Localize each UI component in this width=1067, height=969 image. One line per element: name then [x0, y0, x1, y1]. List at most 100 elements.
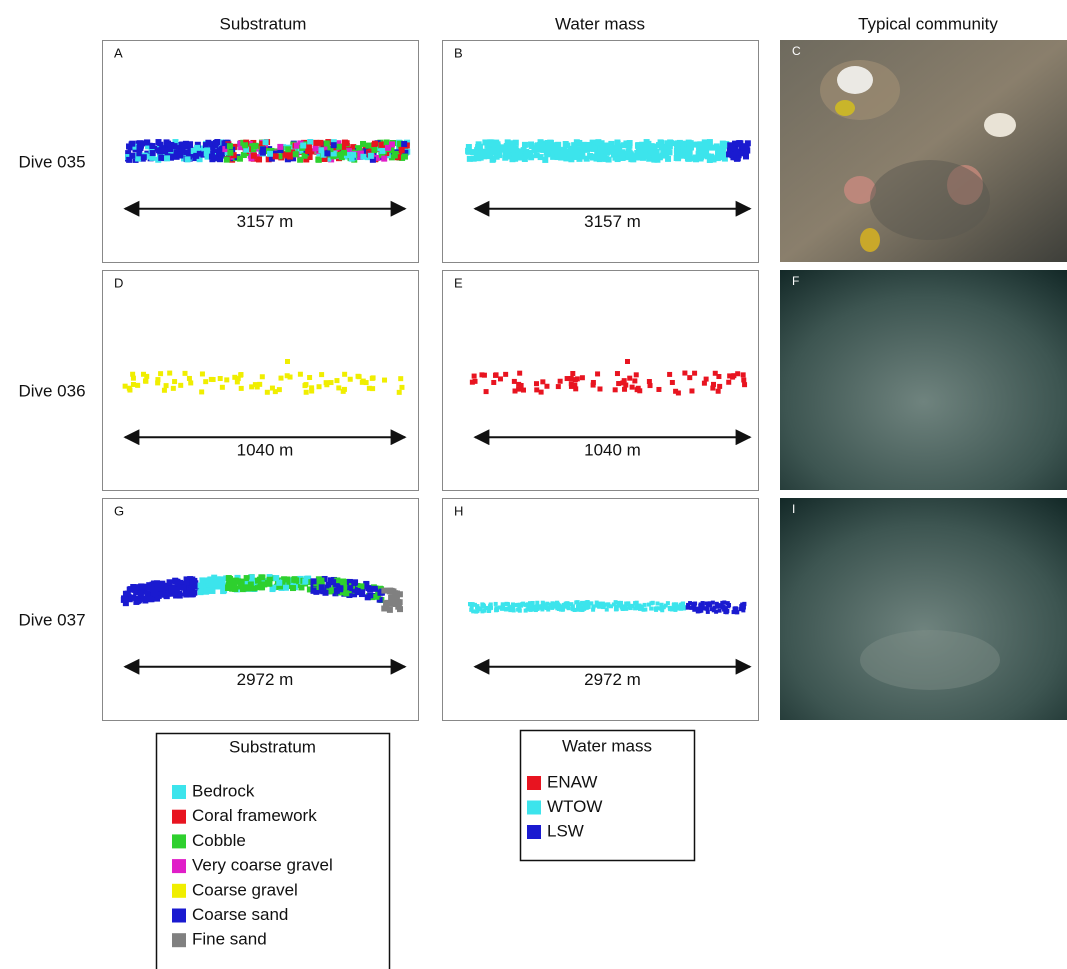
sample-point: [550, 606, 554, 610]
sample-point: [307, 375, 312, 380]
sample-point: [284, 153, 290, 159]
sample-point: [144, 139, 150, 145]
sample-point: [667, 372, 672, 377]
sample-point: [718, 146, 724, 152]
sample-point: [622, 378, 627, 383]
sample-point: [540, 607, 544, 611]
sample-point: [368, 153, 374, 159]
sample-point: [644, 154, 650, 160]
sample-point: [690, 606, 694, 610]
legend-swatch: [172, 859, 186, 873]
sample-point: [591, 604, 595, 608]
sample-point: [336, 385, 341, 390]
sample-point: [312, 145, 318, 151]
sample-point: [313, 140, 319, 146]
distance-label: 2972 m: [584, 670, 641, 689]
legend-label: Coral framework: [192, 806, 317, 825]
sample-point: [162, 148, 168, 154]
sample-point: [686, 152, 692, 158]
sample-point: [147, 596, 153, 602]
sample-point: [632, 378, 637, 383]
sample-point: [288, 375, 293, 380]
sample-point: [677, 604, 681, 608]
sample-point: [624, 601, 628, 605]
sample-point: [319, 372, 324, 377]
sample-point: [235, 379, 240, 384]
column-header: Typical community: [858, 14, 998, 33]
sample-point: [650, 149, 656, 155]
panel-letter: G: [114, 503, 124, 518]
sample-point: [573, 150, 579, 156]
sample-point: [703, 606, 707, 610]
sample-point: [270, 386, 275, 391]
sample-point: [371, 147, 377, 153]
sample-point: [603, 150, 609, 156]
sample-point: [276, 580, 282, 586]
sample-point: [615, 371, 620, 376]
sample-point: [580, 375, 585, 380]
sample-point: [680, 604, 684, 608]
sample-point: [706, 603, 710, 607]
column-header: Water mass: [555, 14, 645, 33]
sample-point: [122, 596, 128, 602]
sample-point: [674, 155, 680, 161]
sample-point: [183, 592, 189, 598]
sample-point: [644, 139, 650, 145]
sample-point: [546, 606, 550, 610]
sample-point: [248, 581, 254, 587]
sample-point: [736, 140, 742, 146]
sample-point: [602, 603, 606, 607]
panel-letter: A: [114, 45, 123, 60]
sample-point: [473, 603, 477, 607]
sample-point: [624, 607, 628, 611]
sample-point: [689, 388, 694, 393]
sample-point: [260, 374, 265, 379]
sample-point: [347, 585, 353, 591]
legend-label: Cobble: [192, 831, 246, 850]
sample-point: [591, 383, 596, 388]
sample-point: [322, 590, 328, 596]
sample-point: [715, 602, 719, 606]
sample-point: [626, 143, 632, 149]
sample-point: [718, 609, 722, 613]
sample-point: [213, 140, 219, 146]
sample-point: [141, 154, 147, 160]
sample-point: [534, 381, 539, 386]
distance-label: 3157 m: [237, 212, 294, 231]
sample-point: [156, 139, 162, 145]
sample-point: [155, 380, 160, 385]
sample-point: [293, 577, 299, 583]
sample-point: [336, 144, 342, 150]
distance-label: 3157 m: [584, 212, 641, 231]
sample-point: [716, 389, 721, 394]
sample-point: [341, 389, 346, 394]
legend-label: ENAW: [547, 772, 597, 791]
sample-point: [498, 606, 502, 610]
sample-point: [397, 390, 402, 395]
sample-point: [239, 386, 244, 391]
sample-point: [311, 578, 317, 584]
sample-point: [630, 385, 635, 390]
sample-point: [656, 142, 662, 148]
sample-point: [642, 608, 646, 612]
legend-swatch: [172, 834, 186, 848]
legend-label: Bedrock: [192, 781, 255, 800]
sample-point: [667, 139, 673, 145]
sample-point: [123, 384, 128, 389]
sample-point: [324, 150, 330, 156]
sample-point: [265, 390, 270, 395]
sample-point: [515, 603, 519, 607]
sample-point: [379, 148, 385, 154]
sample-point: [304, 390, 309, 395]
sample-point: [605, 608, 609, 612]
sample-point: [284, 576, 290, 582]
sample-point: [535, 604, 539, 608]
sample-point: [224, 157, 230, 163]
sample-point: [251, 153, 257, 159]
sample-point: [193, 153, 199, 159]
sample-point: [742, 382, 747, 387]
sample-point: [324, 380, 329, 385]
sample-point: [625, 359, 630, 364]
sample-point: [702, 381, 707, 386]
sample-point: [696, 144, 702, 150]
